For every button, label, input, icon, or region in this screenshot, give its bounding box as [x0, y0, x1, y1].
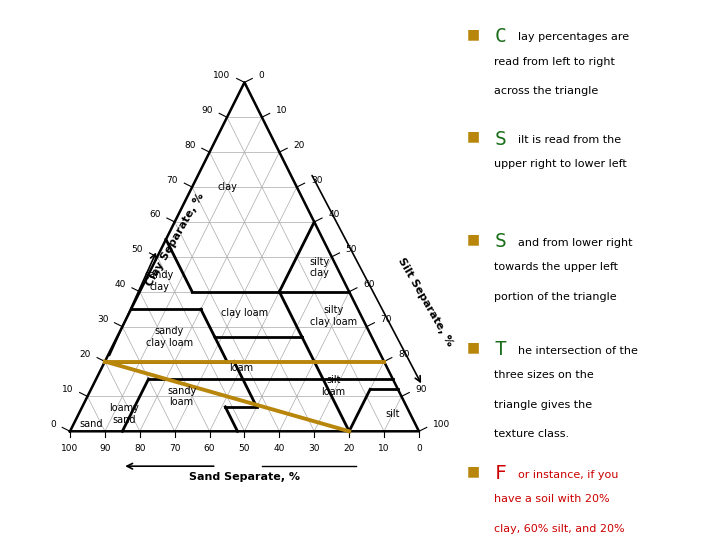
Text: 80: 80 [184, 140, 196, 150]
Text: C: C [495, 27, 506, 46]
Text: 90: 90 [415, 385, 427, 394]
Text: 100: 100 [61, 443, 78, 453]
Text: across the triangle: across the triangle [495, 86, 599, 97]
Text: three sizes on the: three sizes on the [495, 370, 594, 380]
Text: sand: sand [79, 420, 103, 429]
Text: loam: loam [229, 363, 253, 374]
Text: S: S [495, 232, 506, 251]
Text: 10: 10 [62, 385, 73, 394]
Text: 70: 70 [169, 443, 181, 453]
Text: ■: ■ [467, 27, 480, 41]
Text: triangle gives the: triangle gives the [495, 400, 593, 410]
Text: loamy
sand: loamy sand [109, 403, 139, 424]
Text: 10: 10 [276, 106, 287, 114]
Text: ilt is read from the: ilt is read from the [518, 135, 621, 145]
Text: Clay Separate, %: Clay Separate, % [144, 191, 205, 288]
Text: 20: 20 [79, 350, 91, 359]
Text: F: F [495, 464, 506, 483]
Text: 100: 100 [433, 420, 450, 429]
Text: 100: 100 [213, 71, 230, 80]
Text: he intersection of the: he intersection of the [518, 346, 638, 356]
Text: 70: 70 [381, 315, 392, 324]
Text: sandy
clay: sandy clay [144, 271, 174, 292]
Text: 50: 50 [239, 443, 251, 453]
Text: 90: 90 [202, 106, 213, 114]
Text: ■: ■ [467, 130, 480, 144]
Text: 90: 90 [99, 443, 111, 453]
Text: clay: clay [217, 182, 237, 192]
Text: 50: 50 [346, 245, 357, 254]
Text: sandy
clay loam: sandy clay loam [146, 326, 193, 348]
Text: upper right to lower left: upper right to lower left [495, 159, 627, 170]
Text: 40: 40 [274, 443, 285, 453]
Text: 60: 60 [363, 280, 374, 289]
Text: 80: 80 [398, 350, 410, 359]
Text: and from lower right: and from lower right [518, 238, 632, 248]
Text: Silt Separate, %: Silt Separate, % [397, 256, 455, 348]
Text: sandy
loam: sandy loam [167, 386, 197, 407]
Text: 30: 30 [311, 176, 323, 185]
Text: 0: 0 [258, 71, 264, 80]
Text: Sand Separate, %: Sand Separate, % [189, 471, 300, 482]
Text: ■: ■ [467, 340, 480, 354]
Text: ■: ■ [467, 232, 480, 246]
Text: 30: 30 [96, 315, 108, 324]
Text: 30: 30 [308, 443, 320, 453]
Text: clay, 60% silt, and 20%: clay, 60% silt, and 20% [495, 524, 625, 534]
Text: 80: 80 [134, 443, 145, 453]
Text: 40: 40 [114, 280, 126, 289]
Text: read from left to right: read from left to right [495, 57, 616, 67]
Text: 40: 40 [328, 211, 340, 219]
Text: 70: 70 [166, 176, 178, 185]
Text: silty
clay: silty clay [310, 256, 330, 278]
Text: lay percentages are: lay percentages are [518, 32, 629, 43]
Text: texture class.: texture class. [495, 429, 570, 440]
Text: portion of the triangle: portion of the triangle [495, 292, 617, 302]
Text: 20: 20 [294, 140, 305, 150]
Text: silt: silt [385, 409, 400, 419]
Text: 0: 0 [416, 443, 422, 453]
Text: towards the upper left: towards the upper left [495, 262, 618, 272]
Text: silty
clay loam: silty clay loam [310, 305, 357, 327]
Text: 60: 60 [204, 443, 215, 453]
Text: 20: 20 [343, 443, 355, 453]
Text: 0: 0 [50, 420, 56, 429]
Text: silt
loam: silt loam [321, 375, 346, 397]
Text: clay loam: clay loam [221, 308, 268, 318]
Text: ■: ■ [467, 464, 480, 478]
Text: have a soil with 20%: have a soil with 20% [495, 494, 610, 504]
Text: 50: 50 [132, 245, 143, 254]
Text: 10: 10 [378, 443, 390, 453]
Text: S: S [495, 130, 506, 148]
Text: or instance, if you: or instance, if you [518, 470, 618, 480]
Text: T: T [495, 340, 506, 359]
Text: 60: 60 [149, 211, 161, 219]
